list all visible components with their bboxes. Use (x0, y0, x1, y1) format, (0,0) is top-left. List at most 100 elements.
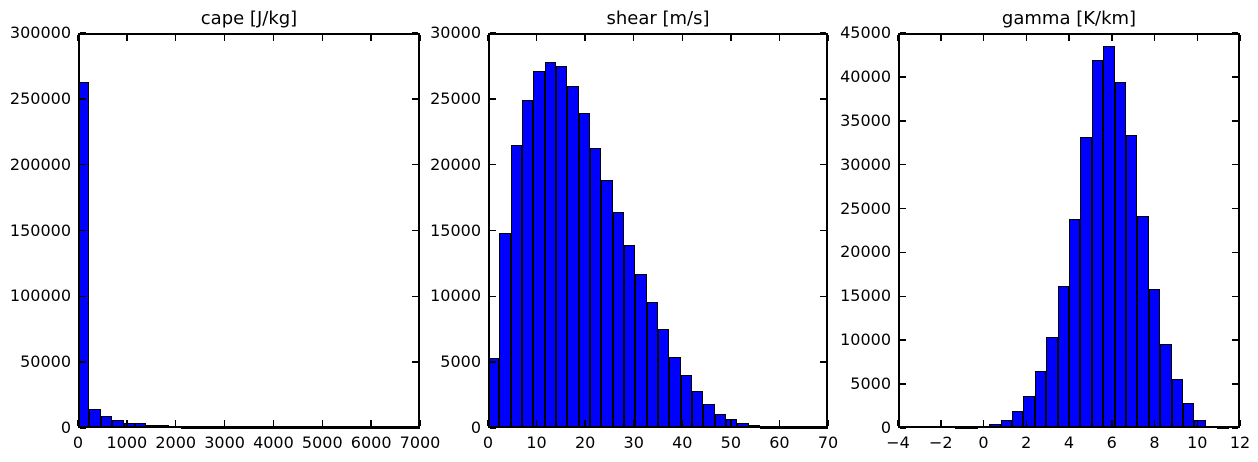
y-tick-label: 25000 (840, 198, 891, 218)
histogram-bar (522, 100, 534, 428)
x-tick-label: −4 (886, 433, 910, 452)
y-tick-label: 40000 (840, 66, 891, 86)
y-tick-label: 50000 (20, 352, 71, 372)
histogram-bar (590, 147, 602, 428)
histogram-bar (1171, 378, 1183, 428)
x-tick-label: 8 (1149, 433, 1160, 452)
y-tick-label: 5000 (850, 374, 891, 394)
histogram-bar (306, 427, 318, 429)
histogram-bar (135, 423, 147, 428)
histogram-bar (955, 427, 967, 429)
x-tick-label: 70 (817, 433, 839, 452)
histogram-bar (192, 427, 204, 429)
histogram-bar (1069, 219, 1081, 428)
y-tick-label: 0 (60, 418, 71, 437)
histogram-bar (89, 408, 101, 428)
histogram-bar (1091, 60, 1104, 428)
histogram-bar (977, 425, 990, 428)
histogram-bar (1183, 402, 1195, 428)
histogram-bar (1012, 411, 1024, 428)
y-tick-label: 20000 (840, 242, 891, 262)
histogram-bars-shear (488, 33, 828, 429)
subplot-gamma: gamma [K/km] −4 −2 0 2 4 6 8 10 12 0 5000 10000 1500… (840, 8, 1250, 452)
histogram-bar (635, 273, 647, 428)
x-tick-label: 4 (1063, 433, 1075, 452)
x-tick-label: 3000 (204, 433, 245, 452)
histogram-bar (624, 244, 636, 428)
x-tick-label: 50 (720, 433, 742, 452)
histogram-bar (328, 427, 341, 429)
histogram-bar (146, 424, 158, 428)
x-tick-label: −2 (928, 433, 953, 452)
x-tick-label: 40 (672, 433, 693, 452)
subplot-shear: shear [m/s] 0 10 20 30 40 50 60 70 0 5000 10000 150… (430, 8, 838, 452)
histogram-bars-cape (78, 33, 420, 429)
histogram-bar (760, 426, 772, 429)
histogram-bar (737, 423, 749, 428)
histogram-bar (1126, 134, 1138, 428)
histogram-bar (703, 404, 715, 428)
histogram-bar (1046, 336, 1058, 428)
histogram-bar (726, 419, 738, 428)
histogram-bar (692, 391, 704, 428)
histogram-bar (966, 427, 978, 429)
histogram-bar (544, 61, 556, 428)
histogram-bar (567, 85, 579, 428)
x-tick-label: 12 (1229, 433, 1251, 452)
x-tick-label: 6 (1106, 433, 1117, 452)
x-tick-label: 10 (1187, 433, 1208, 452)
x-tick-label: 0 (482, 433, 494, 452)
y-tick-label: 35000 (840, 110, 891, 130)
x-tick-label: 30 (623, 433, 644, 452)
x-tick-label: 10 (526, 433, 547, 452)
histogram-bar (180, 426, 192, 429)
histogram-bar (294, 427, 306, 429)
y-tick-label: 200000 (9, 154, 71, 174)
histogram-bar (1160, 343, 1172, 428)
histogram-bar (782, 427, 794, 429)
x-tick-label: 4000 (253, 433, 294, 452)
y-tick-label: 150000 (9, 220, 71, 240)
x-tick-label: 5000 (301, 433, 343, 452)
histogram-bar (658, 329, 670, 428)
histogram-bar (260, 427, 272, 429)
y-tick-label: 15000 (840, 286, 891, 306)
histogram-bar (1114, 82, 1126, 428)
histogram-bar (578, 113, 590, 428)
histogram-bar (488, 358, 500, 428)
y-tick-label: 100000 (9, 286, 71, 306)
y-tick-label: 250000 (9, 88, 71, 108)
x-tick-label: 2 (1021, 433, 1032, 452)
histogram-bar (351, 427, 363, 429)
histogram-bar (1217, 427, 1229, 429)
histogram-bar (989, 424, 1001, 428)
histogram-bar (112, 419, 124, 428)
histogram-bar (123, 422, 135, 428)
histogram-bar (169, 426, 181, 429)
histogram-bar (1148, 289, 1161, 428)
subplot-cape: cape [J/kg] 0 1000 2000 3000 4000 5000 6000 700… (10, 8, 440, 452)
plot-title-gamma: gamma [K/km] (1001, 8, 1137, 29)
histogram-bar (78, 81, 90, 428)
histogram-bar (237, 427, 249, 429)
histogram-bar (226, 427, 238, 429)
y-tick-label: 25000 (430, 88, 481, 108)
x-tick-label: 60 (769, 433, 790, 452)
histogram-bar (556, 65, 568, 428)
histogram-bar (1034, 370, 1047, 428)
histogram-bar (1194, 419, 1206, 428)
histogram-bar (714, 413, 726, 428)
histogram-bar (1057, 285, 1069, 428)
histogram-bar (340, 427, 352, 429)
histogram-bar (1080, 137, 1092, 428)
histogram-bar (100, 416, 113, 428)
histogram-bar (748, 425, 760, 428)
y-tick-label: 30000 (430, 23, 481, 42)
histogram-bar (1205, 426, 1218, 429)
y-tick-label: 15000 (430, 220, 481, 240)
y-tick-label: 20000 (430, 154, 481, 174)
histogram-bar (771, 427, 783, 429)
y-tick-label: 45000 (840, 23, 891, 42)
histogram-bar (499, 233, 511, 428)
